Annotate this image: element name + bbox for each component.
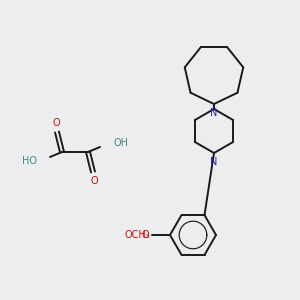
Text: O: O xyxy=(141,230,149,239)
Text: OCH₃: OCH₃ xyxy=(123,230,149,239)
Text: HO: HO xyxy=(22,156,37,166)
Text: O: O xyxy=(52,118,60,128)
Text: OCH₃: OCH₃ xyxy=(124,230,150,240)
Text: O: O xyxy=(90,176,98,186)
Text: OH: OH xyxy=(113,138,128,148)
Text: N: N xyxy=(210,157,218,167)
Text: N: N xyxy=(210,108,218,118)
